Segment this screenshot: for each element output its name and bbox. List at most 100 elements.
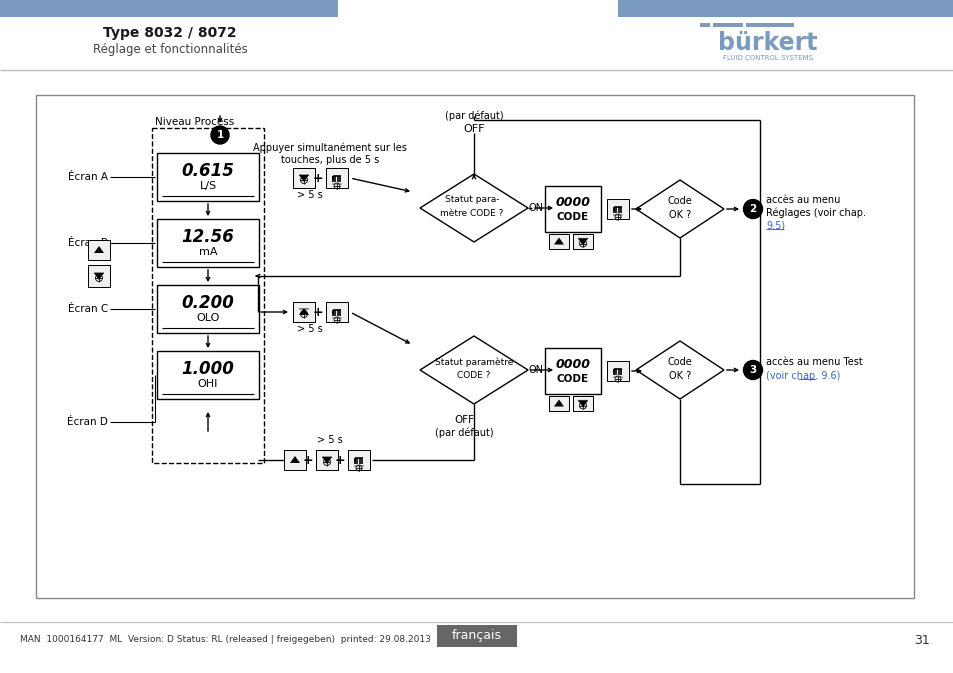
Circle shape (326, 456, 328, 458)
Circle shape (579, 238, 581, 239)
Circle shape (581, 400, 583, 401)
Text: Écran A: Écran A (68, 172, 108, 182)
Bar (293, 302, 314, 322)
Bar (548, 234, 568, 249)
Text: Réglage et fonctionnalités: Réglage et fonctionnalités (92, 44, 247, 57)
Circle shape (618, 376, 620, 378)
Text: 9.5): 9.5) (765, 221, 784, 231)
Text: Écran C: Écran C (68, 304, 108, 314)
Circle shape (583, 400, 585, 401)
Bar (348, 450, 370, 470)
Bar (293, 168, 314, 188)
Bar (293, 302, 314, 322)
Text: Niveau Process: Niveau Process (155, 117, 234, 127)
Text: +: + (313, 172, 323, 184)
Circle shape (742, 361, 761, 380)
Circle shape (98, 273, 100, 274)
Text: OFF: OFF (454, 415, 474, 425)
Text: CODE ?: CODE ? (456, 371, 490, 380)
Text: mètre CODE ?: mètre CODE ? (440, 209, 503, 219)
Polygon shape (419, 174, 527, 242)
Bar (573, 396, 593, 411)
Circle shape (578, 400, 579, 401)
Circle shape (613, 376, 614, 378)
Text: OHI: OHI (197, 379, 218, 389)
Bar (544, 186, 600, 232)
Bar (326, 302, 348, 322)
Text: +: + (302, 454, 313, 466)
Circle shape (102, 273, 104, 274)
Circle shape (303, 308, 304, 310)
Circle shape (586, 238, 587, 239)
Text: OK ?: OK ? (668, 371, 690, 381)
Text: CODE: CODE (557, 374, 588, 384)
Bar (618, 0, 953, 17)
Polygon shape (298, 308, 309, 315)
Text: 1.000: 1.000 (181, 360, 234, 378)
Circle shape (299, 308, 300, 310)
Text: français: français (452, 629, 501, 643)
Bar (544, 348, 600, 394)
Text: 1: 1 (216, 130, 223, 140)
Text: Statut para-: Statut para- (444, 195, 498, 205)
Bar (548, 396, 568, 411)
Text: Code: Code (667, 357, 692, 367)
Circle shape (303, 174, 304, 176)
Bar (315, 450, 337, 470)
Text: 31: 31 (913, 633, 929, 647)
Bar (88, 265, 110, 287)
Bar (284, 450, 306, 470)
Text: mA: mA (198, 247, 217, 257)
Polygon shape (554, 238, 563, 244)
Circle shape (307, 308, 309, 310)
Circle shape (617, 376, 618, 378)
Circle shape (583, 238, 585, 239)
Text: OLO: OLO (196, 313, 219, 323)
Text: Statut paramètre: Statut paramètre (435, 357, 513, 367)
Text: MAN  1000164177  ML  Version: D Status: RL (released | freigegeben)  printed: 29: MAN 1000164177 ML Version: D Status: RL … (20, 635, 431, 645)
Circle shape (742, 199, 761, 219)
Polygon shape (554, 400, 563, 406)
Circle shape (96, 273, 97, 274)
Bar (326, 168, 348, 188)
Text: (par défaut): (par défaut) (435, 428, 493, 438)
Circle shape (324, 456, 325, 458)
Circle shape (586, 400, 587, 401)
Bar (573, 234, 593, 249)
Circle shape (100, 273, 102, 274)
Polygon shape (94, 246, 104, 253)
Text: 0.200: 0.200 (181, 294, 234, 312)
Circle shape (301, 308, 302, 310)
Bar (315, 450, 337, 470)
Polygon shape (636, 341, 723, 399)
Circle shape (301, 174, 302, 176)
Circle shape (307, 174, 309, 176)
Text: +: + (335, 454, 345, 466)
Text: 0000: 0000 (555, 195, 590, 209)
Text: Appuyer simultanément sur les: Appuyer simultanément sur les (253, 143, 407, 153)
Circle shape (330, 456, 332, 458)
Text: > 5 s: > 5 s (316, 435, 342, 445)
Text: Écran B: Écran B (68, 238, 108, 248)
Polygon shape (578, 238, 587, 246)
Text: FLUID CONTROL SYSTEMS: FLUID CONTROL SYSTEMS (722, 55, 812, 61)
Text: Écran D: Écran D (67, 417, 108, 427)
Text: > 5 s: > 5 s (296, 190, 322, 200)
Polygon shape (94, 273, 104, 280)
Polygon shape (578, 400, 587, 407)
Text: L/S: L/S (199, 181, 216, 191)
Circle shape (211, 126, 229, 144)
Text: 0.615: 0.615 (181, 162, 234, 180)
Circle shape (615, 376, 616, 378)
Bar (573, 396, 593, 411)
Circle shape (620, 376, 622, 378)
Text: 12.56: 12.56 (181, 228, 234, 246)
Bar (157, 285, 258, 333)
Polygon shape (298, 175, 309, 182)
Bar (152, 128, 264, 463)
Text: OFF: OFF (463, 124, 484, 134)
Text: 3: 3 (749, 365, 756, 375)
Text: 2: 2 (749, 204, 756, 214)
Bar (88, 265, 110, 287)
Circle shape (299, 174, 300, 176)
